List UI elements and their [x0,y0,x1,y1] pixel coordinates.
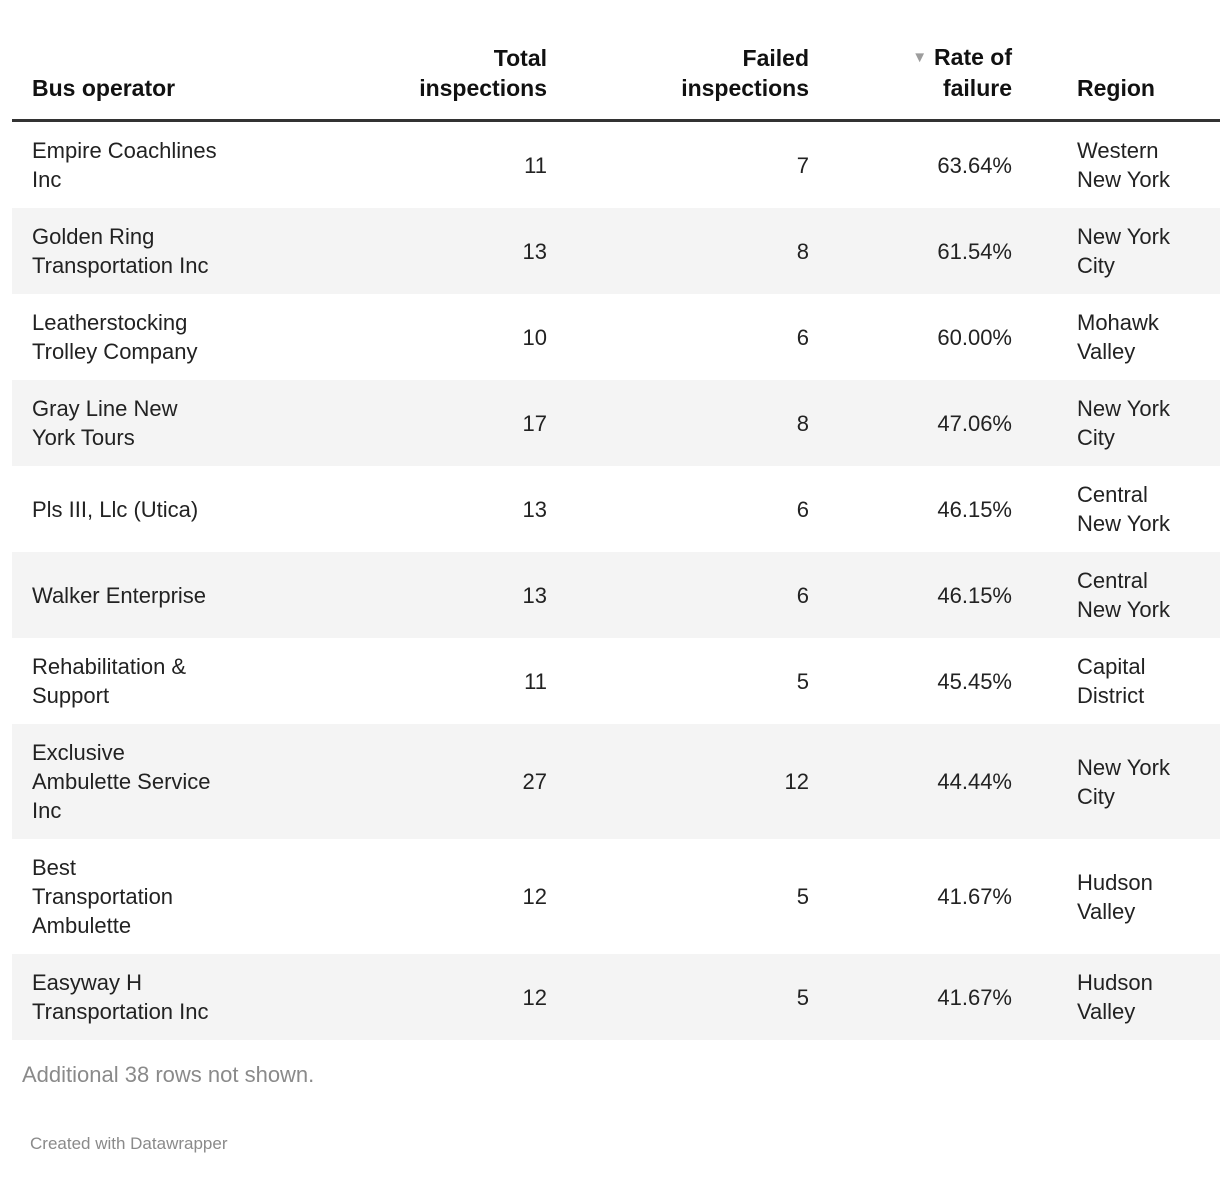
operator-cell: Walker Enterprise [32,582,207,608]
region-cell: Central New York [1077,482,1170,536]
region-cell: Mohawk Valley [1077,310,1159,364]
table-row: Rehabilitation & Support 11 5 45.45% Capital… [12,638,1220,724]
total-cell: 12 [522,884,547,909]
region-cell: Hudson Valley [1077,869,1153,924]
region-cell: Central New York [1077,568,1170,622]
column-header-rate[interactable]: ▼ Rate of failure [809,18,1012,121]
total-cell: 13 [522,496,547,522]
total-cell: 11 [524,152,547,178]
rate-cell: 47.06% [937,410,1012,436]
total-cell: 13 [522,238,547,264]
operator-cell: Golden Ring Transportation Inc [32,224,209,278]
table-row: Best Transportation Ambulette 12 5 41.67% Hu… [12,839,1220,954]
inspection-table: Bus operator Total inspections Failed insp… [12,18,1220,1040]
region-cell: New York City [1077,396,1170,450]
operator-cell: Gray Line New York Tours [32,396,178,450]
operator-cell: Empire Coachlines Inc [32,138,217,192]
total-cell: 12 [522,984,547,1010]
region-cell: Western New York [1077,138,1170,192]
rate-cell: 41.67% [937,884,1012,909]
sort-desc-icon: ▼ [912,49,928,66]
rate-cell: 60.00% [937,324,1012,350]
table-row: Empire Coachlines Inc 11 7 63.64% Western Ne… [12,121,1220,209]
additional-rows-note: Additional 38 rows not shown. [22,1062,315,1087]
region-cell: Hudson Valley [1077,970,1153,1024]
rate-cell: 45.45% [937,668,1012,694]
rate-cell: 46.15% [937,496,1012,522]
failed-cell: 12 [784,769,809,794]
column-header-failed[interactable]: Failed inspections [547,18,809,121]
rate-cell: 46.15% [937,582,1012,608]
rate-cell: 44.44% [937,769,1012,794]
failed-cell: 6 [796,496,809,522]
failed-cell: 7 [796,152,809,178]
total-cell: 10 [522,324,547,350]
rate-cell: 41.67% [937,984,1012,1010]
column-header-label: Bus operator [32,75,176,101]
total-cell: 27 [522,769,547,794]
rate-cell: 61.54% [937,238,1012,264]
failed-cell: 5 [796,884,809,909]
failed-cell: 8 [796,238,809,264]
column-header-label: Failed inspections [681,45,809,101]
region-cell: Capital District [1077,654,1146,708]
rate-cell: 63.64% [937,152,1012,178]
table-row: Leatherstocking Trolley Company 10 6 60.00%… [12,294,1220,380]
column-header-label: Rate of failure [934,44,1012,101]
table-row: Gray Line New York Tours 17 8 47.06% New Yor… [12,380,1220,466]
table-row: Walker Enterprise 13 6 46.15% Central New Yo… [12,552,1220,638]
table-body: Empire Coachlines Inc 11 7 63.64% Western Ne… [12,121,1220,1040]
operator-cell: Best Transportation Ambulette [32,855,174,938]
datawrapper-link[interactable]: Created with Datawrapper [30,1134,228,1153]
operator-cell: Rehabilitation & Support [32,654,187,708]
column-header-label: Total inspections [419,45,547,101]
column-header-total[interactable]: Total inspections [292,18,547,121]
operator-cell: Easyway H Transportation Inc [32,970,209,1024]
column-header-label: Region [1077,75,1155,101]
table-row: Golden Ring Transportation Inc 13 8 61.54% N… [12,208,1220,294]
table-row: Pls III, Llc (Utica) 13 6 46.15% Central New… [12,466,1220,552]
column-header-operator[interactable]: Bus operator [12,18,292,121]
header-row: Bus operator Total inspections Failed insp… [12,18,1220,121]
failed-cell: 8 [796,410,809,436]
region-cell: New York City [1077,754,1170,809]
region-cell: New York City [1077,224,1170,278]
failed-cell: 5 [796,984,809,1010]
column-header-region[interactable]: Region [1012,18,1220,121]
failed-cell: 6 [796,582,809,608]
attribution: Created with Datawrapper [12,1088,1208,1168]
table-header: Bus operator Total inspections Failed insp… [12,18,1220,121]
failed-cell: 5 [796,668,809,694]
total-cell: 13 [522,582,547,608]
table-row: Exclusive Ambulette Service Inc 27 12 44.44… [12,724,1220,839]
failed-cell: 6 [796,324,809,350]
operator-cell: Pls III, Llc (Utica) [32,496,199,522]
table-row: Easyway H Transportation Inc 12 5 41.67% Hud… [12,954,1220,1040]
total-cell: 17 [522,410,547,436]
total-cell: 11 [524,668,547,694]
operator-cell: Exclusive Ambulette Service Inc [32,740,211,823]
operator-cell: Leatherstocking Trolley Company [32,310,198,364]
